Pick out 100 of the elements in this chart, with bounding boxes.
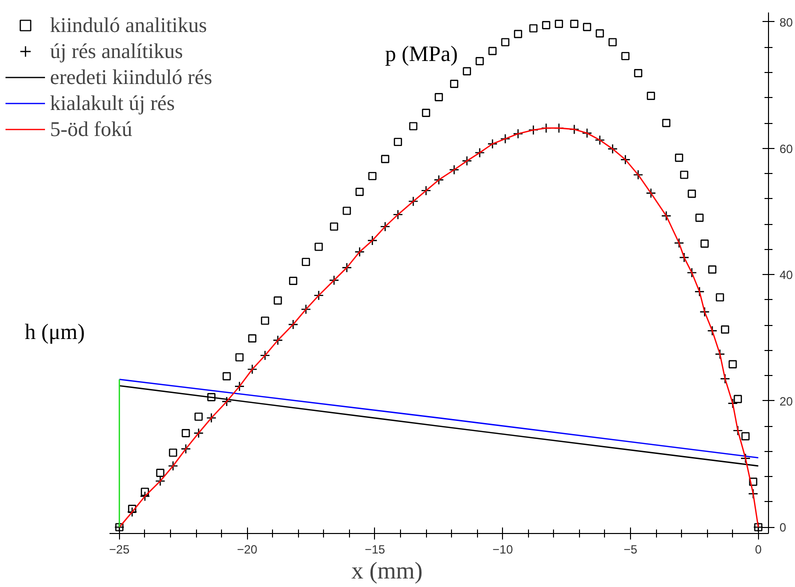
point [314, 242, 323, 251]
point [608, 144, 618, 154]
point [542, 21, 550, 30]
point [222, 396, 232, 407]
point [420, 185, 432, 196]
point [732, 425, 743, 436]
legend-label: eredeti kiinduló rés [50, 64, 212, 90]
point [528, 124, 538, 136]
y-tick-label: 60 [780, 142, 794, 156]
x-axis-title: x (mm) [351, 558, 423, 584]
point [716, 293, 724, 302]
point [633, 170, 644, 180]
point [168, 460, 178, 472]
point [621, 52, 630, 60]
y-axis-title: p (MPa) [385, 41, 458, 66]
point [434, 174, 444, 185]
point [661, 210, 672, 221]
point [247, 364, 258, 374]
point [235, 353, 244, 362]
point [342, 206, 351, 215]
point [594, 134, 605, 146]
x-tick-label: −20 [236, 542, 258, 556]
point [501, 38, 510, 46]
point [748, 488, 758, 499]
point [694, 286, 705, 297]
x-tick-label: −15 [364, 542, 386, 556]
point [260, 316, 270, 325]
point [207, 392, 216, 402]
point [434, 93, 443, 102]
x-tick-label: −10 [492, 542, 514, 556]
point [409, 122, 418, 130]
point [646, 92, 656, 100]
point [156, 468, 164, 477]
point [168, 448, 178, 457]
point [328, 275, 340, 286]
point [380, 221, 390, 232]
point [488, 46, 497, 56]
x-tick-label: −5 [624, 542, 638, 556]
point [620, 154, 630, 165]
point [708, 265, 716, 274]
legend-label: kiinduló analitikus [50, 12, 207, 38]
point [408, 196, 418, 206]
point [662, 118, 670, 128]
point [140, 488, 150, 496]
point [714, 349, 726, 360]
point [582, 128, 592, 138]
point [449, 164, 460, 175]
point [608, 38, 617, 46]
point [355, 188, 364, 196]
point [288, 319, 298, 330]
point [476, 57, 484, 66]
point [462, 156, 472, 166]
y-tick-label: 0 [780, 520, 786, 535]
point [740, 453, 751, 464]
point [206, 412, 216, 424]
point [512, 128, 524, 139]
point [487, 138, 498, 149]
point [127, 506, 138, 518]
point [394, 138, 402, 146]
point [368, 172, 376, 180]
point [222, 372, 231, 380]
legend-label: 5-öd fokú [50, 116, 132, 142]
point [381, 154, 390, 164]
text: h (μm) [24, 319, 85, 344]
point [354, 246, 365, 257]
point [646, 188, 656, 198]
point [274, 296, 282, 305]
x-tick-label: −25 [109, 542, 130, 556]
point [450, 80, 458, 88]
point [140, 491, 150, 502]
point [741, 432, 750, 440]
point [193, 428, 204, 438]
point [260, 350, 270, 361]
point [422, 108, 430, 118]
point [570, 20, 578, 28]
point [462, 67, 472, 76]
point [289, 276, 298, 285]
point [680, 170, 688, 179]
point [367, 235, 378, 246]
point [514, 30, 522, 38]
point [569, 124, 580, 134]
y-tick-label: 80 [780, 15, 794, 30]
legend-label: új rés analítikus [50, 38, 183, 64]
point [194, 412, 203, 421]
point [248, 334, 256, 342]
point [728, 360, 737, 368]
point [342, 262, 352, 273]
point [707, 326, 718, 336]
point [728, 398, 738, 409]
point [679, 252, 690, 263]
point [700, 240, 709, 248]
legend-label: kialakult új rés [50, 90, 175, 116]
point [180, 444, 191, 454]
point [686, 268, 697, 278]
point [474, 148, 485, 158]
point [182, 428, 190, 438]
point [392, 209, 404, 220]
point [749, 478, 758, 486]
point [720, 374, 730, 384]
y-tick-label: 40 [780, 268, 794, 282]
